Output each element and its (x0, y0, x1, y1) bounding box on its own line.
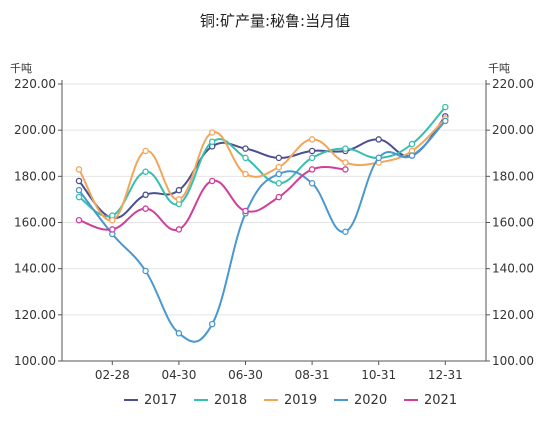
data-point (275, 163, 283, 171)
legend-label: 2018 (214, 393, 247, 408)
legend-item-2017: 2017 (124, 393, 177, 408)
data-point (242, 154, 249, 162)
y-tick-label-right: 220.00 (492, 77, 534, 91)
series-2021 (75, 165, 349, 233)
data-point (375, 136, 382, 143)
data-point (75, 193, 83, 201)
data-point (342, 145, 349, 152)
axis-layer: 100.00 100.00 120.00 120.00 140.00 140.00 160.… (14, 77, 534, 382)
data-point (175, 226, 183, 233)
y-tick-label-right: 160.00 (492, 216, 534, 230)
y-tick-label-left: 180.00 (14, 169, 56, 183)
legend-item-2021: 2021 (404, 393, 457, 408)
series-2018 (75, 103, 449, 219)
y-tick-label-right: 180.00 (492, 169, 534, 183)
y-tick-label-left: 100.00 (14, 354, 56, 368)
data-point (242, 207, 249, 215)
data-point (142, 205, 149, 212)
y-tick-label-left: 120.00 (14, 308, 56, 322)
series-line-2018 (78, 106, 447, 218)
legend: 2017 2018 2019 2020 2021 (124, 393, 457, 408)
data-point (375, 154, 382, 162)
data-point (308, 166, 316, 173)
legend-label: 2017 (144, 393, 177, 408)
x-tick-label: 08-31 (295, 368, 330, 382)
data-point (408, 152, 416, 159)
legend-item-2019: 2019 (264, 393, 317, 408)
data-point (275, 154, 283, 162)
data-point (408, 140, 416, 148)
data-point (109, 226, 116, 233)
data-point (208, 129, 216, 136)
series-layer (75, 103, 449, 343)
legend-label: 2021 (424, 393, 457, 408)
y-tick-label-right: 140.00 (492, 262, 534, 276)
y-tick-label-right: 120.00 (492, 308, 534, 322)
right-axis-unit: 千吨 (488, 62, 510, 75)
data-point (75, 177, 83, 185)
data-point (142, 267, 149, 275)
data-point (242, 170, 249, 178)
data-point (342, 166, 349, 173)
x-tick-label: 04-30 (161, 368, 196, 382)
data-point (442, 103, 449, 111)
data-point (142, 191, 149, 199)
left-axis-unit: 千吨 (10, 62, 32, 75)
data-point (75, 166, 83, 173)
data-point (308, 136, 316, 143)
data-point (308, 180, 316, 187)
data-point (308, 147, 316, 155)
data-point (275, 170, 283, 178)
data-point (242, 145, 249, 152)
y-tick-label-left: 140.00 (14, 262, 56, 276)
data-point (208, 138, 216, 145)
data-point (75, 186, 83, 194)
x-tick-label: 02-28 (95, 368, 130, 382)
x-tick-label: 12-31 (428, 368, 463, 382)
data-point (208, 177, 216, 185)
x-tick-label: 06-30 (228, 368, 263, 382)
y-tick-label-left: 220.00 (14, 77, 56, 91)
y-tick-label-left: 200.00 (14, 123, 56, 137)
legend-item-2020: 2020 (334, 393, 387, 408)
y-tick-label-left: 160.00 (14, 216, 56, 230)
data-point (275, 180, 283, 187)
data-point (175, 196, 183, 203)
series-2020 (75, 117, 449, 343)
y-tick-label-right: 100.00 (492, 354, 534, 368)
legend-label: 2020 (354, 393, 387, 408)
y-tick-label-right: 200.00 (492, 123, 534, 137)
chart-title: 铜:矿产量:秘鲁:当月值 (200, 12, 350, 30)
data-point (442, 117, 449, 125)
data-point (142, 168, 149, 175)
legend-label: 2019 (284, 393, 317, 408)
data-point (175, 330, 183, 337)
data-point (142, 147, 149, 155)
data-point (109, 216, 116, 224)
data-point (342, 159, 349, 166)
data-point (75, 216, 83, 224)
data-point (342, 228, 349, 235)
data-point (275, 193, 283, 201)
series-2019 (75, 115, 449, 224)
legend-item-2018: 2018 (194, 393, 247, 408)
data-point (175, 186, 183, 194)
data-point (208, 320, 216, 328)
data-point (308, 154, 316, 162)
x-tick-label: 10-31 (361, 368, 396, 382)
